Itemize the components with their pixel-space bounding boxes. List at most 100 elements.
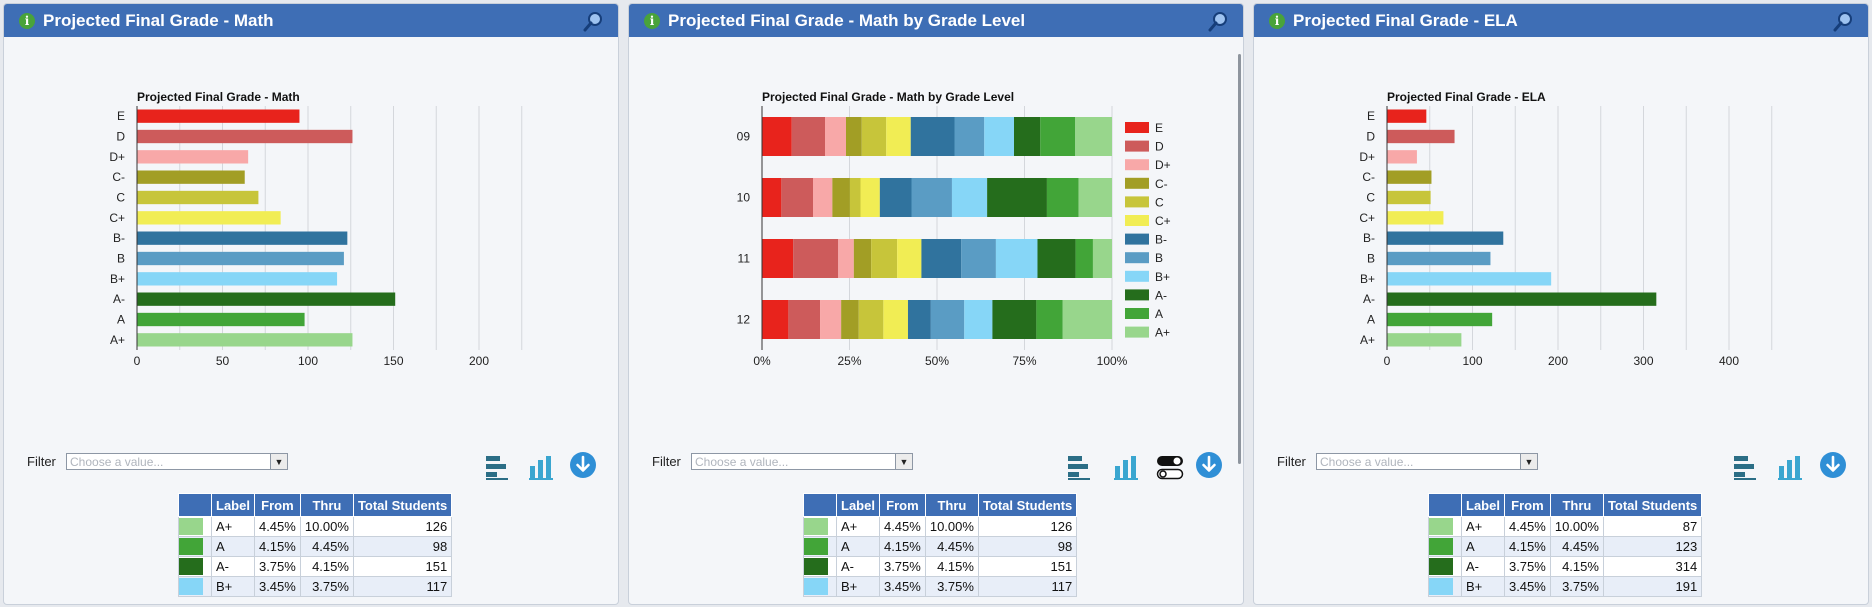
- legend-swatch-B: [1125, 252, 1149, 264]
- bar-segment-12-B: [930, 300, 965, 339]
- column-header[interactable]: Label: [1461, 493, 1505, 517]
- scrollbar[interactable]: [1238, 54, 1241, 464]
- legend-label: A-: [1155, 288, 1167, 302]
- column-header[interactable]: Total Students: [352, 493, 453, 517]
- bar-segment-12-A-: [992, 300, 1037, 339]
- info-icon[interactable]: i: [644, 12, 660, 29]
- info-icon[interactable]: i: [1269, 12, 1285, 29]
- column-header[interactable]: From: [878, 493, 926, 517]
- table-row: A+ 4.45% 10.00% 126: [803, 516, 1078, 537]
- filter-dropdown[interactable]: Choose a value... ▼: [66, 453, 288, 470]
- y-tick-label: B-: [113, 231, 125, 245]
- bar-D: [137, 129, 353, 144]
- x-tick-label: 100: [298, 354, 318, 368]
- color-swatch: [803, 556, 837, 577]
- cell-from: 3.75%: [253, 556, 301, 577]
- column-header[interactable]: Total Students: [977, 493, 1078, 517]
- filter-label: Filter: [652, 454, 681, 469]
- column-header[interactable]: Thru: [1549, 493, 1604, 517]
- column-header[interactable]: Total Students: [1602, 493, 1703, 517]
- bar-segment-11-A: [1075, 239, 1093, 278]
- column-header[interactable]: From: [1503, 493, 1551, 517]
- cell-from: 3.45%: [253, 576, 301, 597]
- y-tick-label: C: [1366, 191, 1375, 205]
- cell-thru: 4.45%: [299, 536, 354, 557]
- column-header[interactable]: Label: [211, 493, 255, 517]
- horizontal-bar-chart-icon[interactable]: [1732, 453, 1758, 481]
- dropdown-arrow-icon[interactable]: ▼: [895, 454, 912, 469]
- chart-title: Projected Final Grade - Math by Grade Le…: [762, 90, 1014, 104]
- filter-placeholder: Choose a value...: [695, 455, 789, 469]
- table-row: A+ 4.45% 10.00% 87: [1428, 516, 1703, 537]
- y-tick-label: 10: [737, 191, 751, 205]
- legend-label: A: [1155, 307, 1163, 321]
- bar-E: [1387, 109, 1427, 123]
- color-swatch: [1428, 576, 1462, 597]
- column-header[interactable]: Thru: [924, 493, 979, 517]
- cell-thru: 10.00%: [299, 516, 354, 537]
- chart-title: Projected Final Grade - Math: [137, 90, 300, 104]
- info-icon[interactable]: i: [19, 12, 35, 29]
- bar-segment-09-C: [861, 117, 887, 156]
- bar-B+: [137, 272, 338, 286]
- toggle-switch-icon[interactable]: [1156, 454, 1184, 482]
- cell-total: 151: [977, 556, 1078, 577]
- cell-label: B+: [836, 576, 880, 597]
- bar-C-: [1387, 170, 1432, 184]
- download-icon[interactable]: [1819, 451, 1847, 479]
- filter-dropdown[interactable]: Choose a value... ▼: [691, 453, 913, 470]
- color-swatch: [1428, 516, 1462, 537]
- bar-segment-10-A+: [1078, 178, 1112, 217]
- column-chart-icon[interactable]: [528, 453, 554, 481]
- cell-label: A-: [1461, 556, 1505, 577]
- bar-segment-11-B+: [995, 239, 1038, 278]
- y-tick-label: C-: [112, 170, 125, 184]
- bar-A-: [137, 292, 396, 306]
- legend-label: B+: [1155, 270, 1170, 284]
- bar-D: [1387, 129, 1455, 144]
- cell-from: 4.15%: [1503, 536, 1551, 557]
- y-tick-label: C+: [109, 211, 125, 225]
- column-chart-icon[interactable]: [1113, 453, 1139, 481]
- grade-table: Label From Thru Total Students A+ 4.45% 10.00%…: [803, 493, 1078, 597]
- color-swatch: [178, 536, 212, 557]
- y-tick-label: C+: [1359, 211, 1375, 225]
- bar-B-: [1387, 231, 1504, 245]
- panel-math-by-grade: i Projected Final Grade - Math by Grade …: [628, 3, 1244, 605]
- column-header[interactable]: Thru: [299, 493, 354, 517]
- table-row: B+ 3.45% 3.75% 117: [178, 576, 453, 597]
- cell-total: 98: [977, 536, 1078, 557]
- horizontal-bar-chart-icon[interactable]: [1066, 453, 1092, 481]
- horizontal-bar-chart-icon[interactable]: [484, 453, 510, 481]
- filter-dropdown[interactable]: Choose a value... ▼: [1316, 453, 1538, 470]
- bar-segment-11-D: [793, 239, 839, 278]
- color-swatch: [178, 556, 212, 577]
- download-icon[interactable]: [569, 451, 597, 479]
- zoom-icon[interactable]: [1832, 11, 1854, 33]
- bar-segment-10-C+: [860, 178, 880, 217]
- column-chart-icon[interactable]: [1777, 453, 1803, 481]
- zoom-icon[interactable]: [1207, 11, 1229, 33]
- y-tick-label: C: [116, 191, 125, 205]
- bar-segment-09-E: [762, 117, 792, 156]
- bar-C+: [1387, 211, 1444, 225]
- color-swatch: [1428, 556, 1462, 577]
- cell-label: A-: [211, 556, 255, 577]
- dropdown-arrow-icon[interactable]: ▼: [270, 454, 287, 469]
- y-tick-label: D: [116, 130, 125, 144]
- column-header[interactable]: Label: [836, 493, 880, 517]
- x-tick-label: 100: [1462, 354, 1482, 368]
- bar-segment-10-B-: [879, 178, 912, 217]
- cell-total: 117: [352, 576, 453, 597]
- cell-thru: 10.00%: [924, 516, 979, 537]
- panel-title: Projected Final Grade - Math: [43, 10, 274, 30]
- panel-ela: i Projected Final Grade - ELA Projected …: [1253, 3, 1869, 605]
- table-row: B+ 3.45% 3.75% 117: [803, 576, 1078, 597]
- download-icon[interactable]: [1195, 451, 1223, 479]
- dropdown-arrow-icon[interactable]: ▼: [1520, 454, 1537, 469]
- column-header[interactable]: From: [253, 493, 301, 517]
- panel-header: i Projected Final Grade - Math: [4, 4, 618, 37]
- zoom-icon[interactable]: [582, 11, 604, 33]
- bar-E: [137, 109, 300, 123]
- swatch-header: [803, 493, 837, 517]
